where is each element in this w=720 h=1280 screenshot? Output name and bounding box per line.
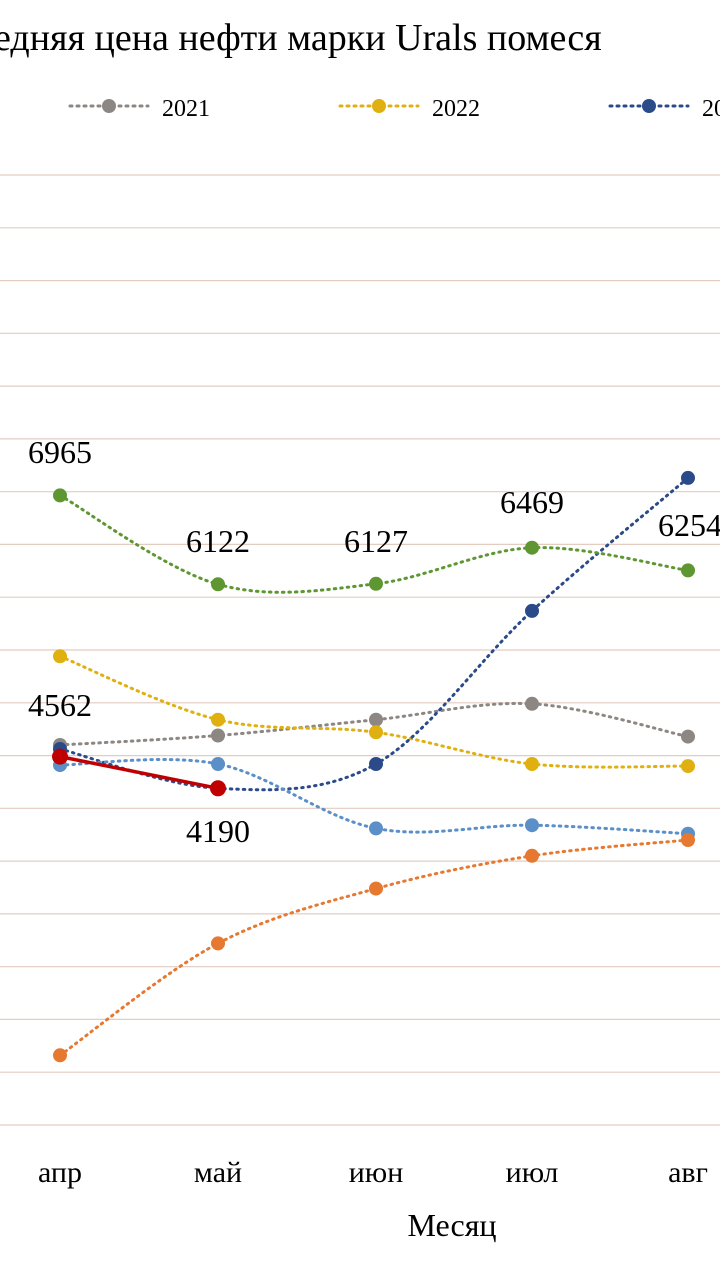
x-tick-label: июл	[506, 1156, 559, 1189]
legend-marker	[372, 99, 386, 113]
gridlines	[0, 174, 720, 1126]
data-point	[211, 757, 225, 771]
x-axis-label: Месяц	[407, 1207, 496, 1243]
series-unnamed-3	[53, 488, 695, 594]
data-point	[369, 881, 383, 896]
data-point	[211, 577, 225, 592]
data-point	[369, 725, 383, 740]
x-tick-label: июн	[349, 1156, 404, 1189]
data-point	[369, 757, 383, 771]
legend-label: 2022	[432, 96, 480, 122]
data-label: 4562	[28, 687, 92, 723]
series-group	[52, 470, 695, 1063]
data-point	[681, 470, 695, 485]
data-point	[211, 728, 225, 743]
data-point	[681, 729, 695, 744]
legend-label: 20	[702, 96, 720, 122]
series-line	[58, 754, 220, 791]
data-point	[210, 780, 226, 797]
data-label: 6127	[344, 523, 408, 559]
data-point	[681, 759, 695, 774]
data-point	[211, 936, 225, 951]
series-unnamed-5	[53, 833, 695, 1063]
data-label: 6122	[186, 523, 250, 559]
data-point	[369, 821, 383, 836]
data-label: 6469	[500, 484, 564, 520]
data-point	[525, 603, 539, 618]
legend-marker	[102, 99, 116, 113]
data-label: 6965	[28, 434, 92, 470]
x-tick-label: апр	[38, 1156, 82, 1189]
series-line	[58, 758, 690, 836]
data-point	[681, 563, 695, 578]
series-line	[58, 654, 690, 769]
series-2021	[53, 696, 695, 752]
data-point	[211, 712, 225, 727]
legend: 2021 2022 20	[68, 96, 720, 122]
legend-label: 2021	[162, 96, 210, 122]
data-point	[525, 540, 539, 555]
data-point	[681, 833, 695, 847]
x-tick-label: авг	[668, 1156, 708, 1189]
series-unnamed-6	[52, 748, 226, 797]
data-point	[53, 1048, 67, 1063]
x-tick-label: май	[194, 1156, 242, 1189]
data-point	[525, 818, 539, 833]
data-point	[369, 712, 383, 727]
data-point	[525, 757, 539, 771]
data-point	[53, 649, 67, 664]
series-20	[53, 470, 695, 796]
series-2022	[53, 649, 695, 774]
data-label: 4190	[186, 813, 250, 849]
data-labels: 6965 6122 6127 6469 6254 4562 4190	[28, 434, 720, 849]
series-line	[58, 838, 690, 1057]
data-point	[52, 748, 68, 765]
legend-marker	[642, 99, 656, 113]
chart-title: едняя цена нефти марки Urals помеся	[0, 17, 602, 59]
data-point	[525, 848, 539, 863]
data-point	[525, 696, 539, 711]
data-point	[53, 488, 67, 503]
data-point	[369, 576, 383, 591]
series-line	[58, 476, 690, 792]
data-label: 6254	[658, 507, 720, 543]
x-axis-ticks: апр май июн июл авг	[38, 1156, 708, 1189]
